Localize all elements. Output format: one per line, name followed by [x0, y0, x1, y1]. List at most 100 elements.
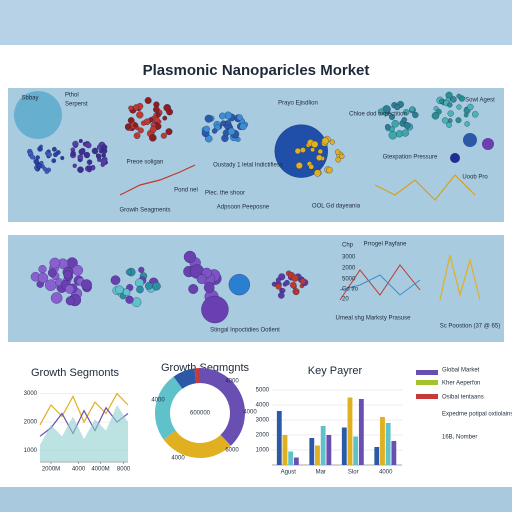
particle: [163, 104, 171, 112]
particle: [291, 274, 299, 282]
particle: [37, 146, 43, 152]
particle: [125, 123, 132, 130]
panel-label: Cd tfo: [342, 287, 359, 293]
panel-label: Preoe soligan: [127, 160, 164, 166]
donut-slice: [163, 430, 231, 459]
particle: [299, 278, 306, 285]
particle: [125, 269, 132, 276]
particle: [133, 122, 139, 128]
particle: [51, 158, 57, 164]
globe: [14, 91, 62, 139]
particle: [78, 148, 85, 155]
particle: [35, 155, 40, 160]
particle: [85, 142, 92, 149]
particle: [98, 149, 104, 154]
panel-label: Gtexpation Pressure: [383, 155, 438, 161]
particle: [456, 93, 462, 99]
particle: [37, 272, 49, 284]
particle: [143, 118, 151, 126]
panel-label: Sowl Agest: [465, 98, 495, 104]
particle: [145, 282, 153, 290]
chart-title: Key Payrer: [308, 365, 363, 377]
particle: [401, 129, 409, 137]
top-band: [0, 0, 512, 45]
particle: [409, 106, 416, 113]
particle: [53, 152, 58, 158]
particle: [394, 104, 401, 111]
legend-note: Expedme potipal oxtiolainstiwing: (Dolit…: [442, 412, 512, 418]
particle: [317, 148, 323, 155]
x-tick-label: Agust: [281, 470, 297, 476]
particle: [196, 274, 207, 284]
bar: [374, 447, 380, 465]
donut-center: 600000: [190, 411, 211, 417]
donut-label: 4000: [243, 410, 257, 416]
particle: [110, 275, 121, 285]
panel-1: [8, 88, 504, 222]
particle: [463, 112, 469, 118]
particle: [86, 165, 92, 171]
particle: [441, 117, 449, 124]
legend-label: Global Market: [442, 368, 480, 374]
donut-slice: [173, 368, 197, 389]
particle: [236, 114, 243, 121]
particle: [403, 109, 410, 116]
y-tick-label: 3000: [24, 391, 38, 397]
particle: [310, 147, 315, 153]
donut-slice: [200, 368, 245, 446]
panel-label: 3000: [342, 255, 356, 261]
curve: [374, 174, 476, 201]
y-tick-label: 2000: [24, 420, 38, 426]
bar: [358, 399, 364, 465]
particle: [155, 112, 161, 118]
y-tick-label: 5000: [256, 388, 270, 394]
curve: [439, 254, 481, 301]
particle: [326, 166, 333, 174]
particle: [239, 122, 247, 131]
particle: [49, 257, 61, 269]
bar: [288, 451, 294, 465]
particle: [44, 279, 57, 291]
particle: [203, 282, 215, 293]
particle: [63, 270, 73, 280]
particle: [334, 149, 341, 155]
particle: [275, 277, 281, 283]
particle: [313, 169, 322, 177]
bar: [282, 435, 288, 465]
particle: [391, 120, 399, 128]
donut-slice: [194, 368, 200, 384]
particle: [136, 285, 144, 294]
particle: [65, 284, 75, 294]
curve: [119, 164, 196, 196]
particle: [446, 122, 452, 128]
donut-slice: [155, 376, 183, 440]
particle: [389, 113, 395, 120]
panel-label: 20: [342, 297, 349, 303]
panel-label: Prrogel Payfane: [363, 242, 407, 248]
particle: [447, 118, 453, 124]
particle: [401, 117, 408, 123]
particle: [47, 268, 57, 278]
bar: [391, 441, 397, 465]
particle: [115, 285, 124, 294]
particle: [275, 283, 282, 290]
particle: [220, 120, 227, 127]
particle: [227, 127, 236, 136]
sphere: [450, 153, 460, 163]
panel-label: Chloe dod oxpectition: [349, 112, 407, 118]
particle: [152, 281, 161, 291]
particle: [81, 279, 92, 291]
particle: [162, 115, 168, 121]
x-tick-label: 4000: [379, 470, 393, 476]
particle: [38, 265, 47, 274]
particle: [183, 250, 197, 264]
particle: [149, 134, 157, 142]
chart-title: Growth Segmgnts: [161, 362, 250, 374]
particle: [335, 156, 341, 163]
bar: [380, 417, 385, 465]
particle: [201, 295, 229, 324]
y-tick-label: 1000: [256, 448, 270, 454]
particle: [86, 159, 93, 165]
particle: [447, 102, 453, 108]
